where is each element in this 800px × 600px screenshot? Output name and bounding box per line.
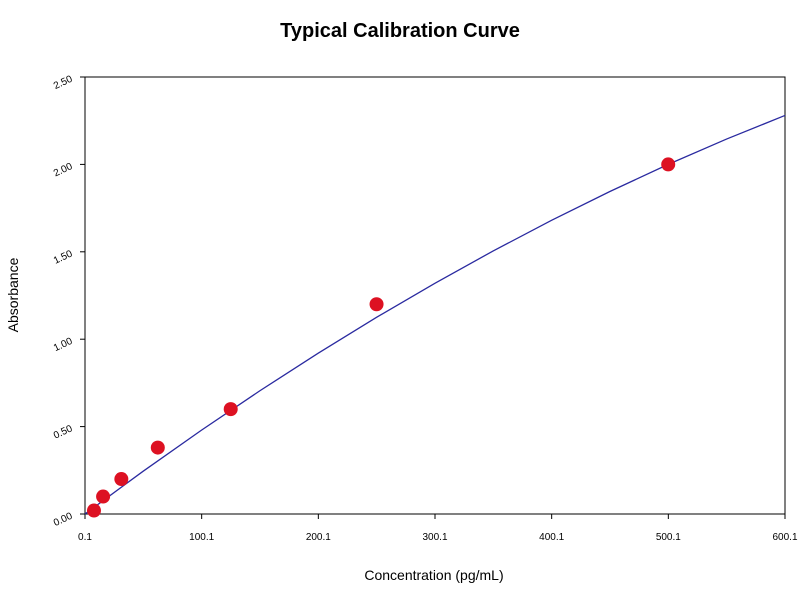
x-tick-label: 500.1	[656, 532, 681, 543]
x-tick-label: 600.1	[772, 532, 797, 543]
data-point	[369, 297, 384, 312]
x-axis-label: Concentration (pg/mL)	[364, 567, 503, 583]
y-tick-label: 2.00	[52, 161, 75, 179]
data-point	[86, 503, 101, 518]
x-tick-label: 400.1	[539, 532, 564, 543]
fit-curve	[84, 114, 786, 515]
y-axis-label: Absorbance	[5, 257, 21, 332]
data-point	[96, 489, 111, 504]
x-tick-label: 200.1	[306, 532, 331, 543]
data-point	[150, 440, 165, 455]
chart-title: Typical Calibration Curve	[280, 20, 520, 42]
y-tick-label: 2.50	[52, 74, 75, 92]
y-tick-label: 0.00	[52, 511, 75, 529]
x-tick-label: 300.1	[422, 532, 447, 543]
y-tick-label: 0.50	[52, 423, 75, 441]
data-point	[661, 157, 676, 172]
data-point	[223, 402, 238, 417]
plot-frame	[84, 76, 786, 515]
y-tick-label: 1.00	[52, 336, 75, 354]
data-point	[114, 472, 129, 487]
x-tick-label: 100.1	[189, 532, 214, 543]
x-tick-label: 0.1	[78, 532, 92, 543]
y-tick-label: 1.50	[52, 248, 75, 266]
